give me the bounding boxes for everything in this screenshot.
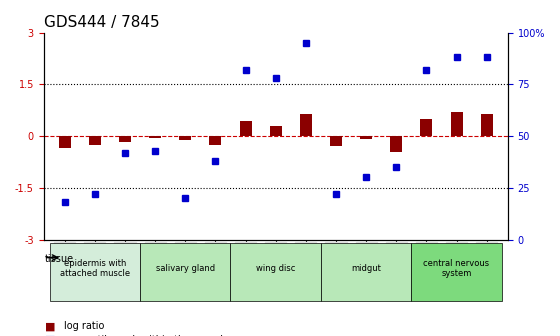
Text: percentile rank within the sample: percentile rank within the sample	[64, 335, 230, 336]
Text: GDS444 / 7845: GDS444 / 7845	[44, 15, 159, 30]
Bar	[149, 136, 161, 138]
Bar	[421, 119, 432, 136]
Bar	[179, 136, 192, 140]
Bar	[119, 136, 131, 142]
Text: wing disc: wing disc	[256, 264, 295, 273]
FancyBboxPatch shape	[231, 243, 321, 301]
Bar	[89, 136, 101, 145]
Bar	[390, 136, 402, 152]
FancyBboxPatch shape	[412, 243, 502, 301]
Text: log ratio: log ratio	[64, 321, 105, 331]
FancyBboxPatch shape	[140, 243, 231, 301]
Text: epidermis with
attached muscle: epidermis with attached muscle	[60, 259, 130, 278]
Text: midgut: midgut	[351, 264, 381, 273]
Bar	[360, 136, 372, 139]
Text: salivary gland: salivary gland	[156, 264, 215, 273]
Text: ■: ■	[45, 335, 55, 336]
Bar	[240, 121, 251, 136]
Bar	[300, 114, 312, 136]
Text: tissue: tissue	[45, 254, 74, 264]
Bar	[270, 126, 282, 136]
Bar	[330, 136, 342, 146]
FancyBboxPatch shape	[321, 243, 412, 301]
FancyBboxPatch shape	[50, 243, 140, 301]
Bar	[59, 136, 71, 148]
Bar	[209, 136, 221, 145]
Text: central nervous
system: central nervous system	[423, 259, 489, 278]
Bar	[450, 112, 463, 136]
Bar	[480, 114, 493, 136]
Text: ■: ■	[45, 321, 55, 331]
